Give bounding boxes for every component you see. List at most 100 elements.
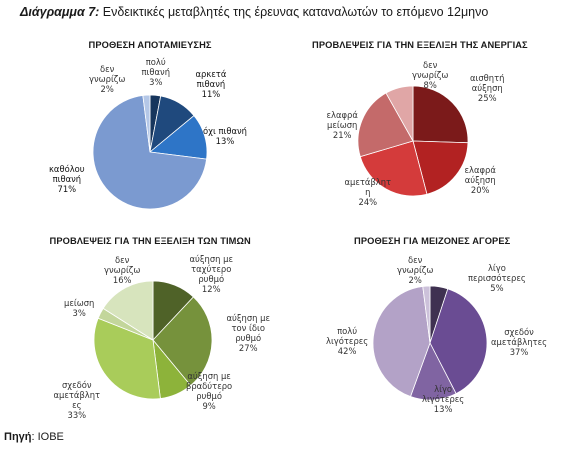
slice-label-line: δεν [100, 64, 115, 74]
slice-label-line: 13% [433, 404, 453, 414]
slice-label-line: ρυθμό [235, 333, 262, 343]
slice-label-line: ταχύτερο [191, 264, 232, 274]
chart-title: ΠΡΟΘΕΣΗ ΓΙΑ ΜΕΙΖΟΝΕΣ ΑΓΟΡΕΣ [354, 236, 511, 246]
slice-label-line: γνωρίζω [89, 74, 126, 84]
pie-slice-σχεδόν-αμετάβλητες [429, 288, 488, 395]
slice-label-line: ελαφρά [326, 110, 358, 120]
slice-label-line: περισσότερες [468, 273, 526, 283]
pie-slice-πολύ-λιγότερες [372, 286, 431, 398]
slice-label-line: 21% [332, 130, 352, 140]
source-text: : ΙΟΒΕ [31, 431, 64, 443]
pie-slice-δεν-γνωρίζω [422, 285, 431, 344]
figure-title-number: Διάγραμμα 7: [20, 5, 100, 19]
pie-slice-καθόλου-πιθανή [92, 95, 207, 210]
slice-label-line: 8% [423, 80, 437, 90]
source-label: Πηγή [4, 431, 32, 443]
slice-label-line: αύξηση [471, 83, 503, 93]
slice-label-line: ρυθμό [198, 274, 225, 284]
pie-slice-ελαφρά-αύξηση [412, 140, 469, 195]
slice-label-line: μείωση [327, 120, 358, 130]
slice-label-αισθητή-αύξηση: αισθητή αύξηση 25% [470, 73, 504, 103]
slice-label-λίγο-περισσότερες: λίγο περισσότερες 5% [468, 263, 526, 293]
pie-slice-δεν-γνωρίζω [102, 280, 154, 341]
slice-label-line: 71% [57, 184, 77, 194]
slice-label-line: 24% [358, 197, 378, 207]
pie-slice-αισθητή-αύξηση [412, 85, 469, 144]
slice-label-αρκετά-πιθανή: αρκετά πιθανή 11% [196, 69, 227, 99]
slice-label-line: 12% [201, 284, 221, 294]
slice-label-line: πολύ [145, 57, 166, 67]
slice-label-line: γνωρίζω [104, 265, 141, 275]
slice-label-line: πιθανή [52, 174, 82, 184]
slice-label-line: αύξηση με [189, 254, 233, 264]
figure-title: Διάγραμμα 7: Ενδεικτικές μεταβλητές της … [20, 5, 550, 19]
slice-label-line: αμετάβλητ [53, 390, 101, 400]
slice-label-όχι-πιθανή: όχι πιθανή 13% [203, 126, 247, 146]
slice-label-αύξηση-με-ταχύτερο-ρυθμό: αύξηση με ταχύτερο ρυθμό 12% [190, 254, 233, 294]
pie-slice-ελαφρά-μείωση [357, 92, 414, 158]
slice-label-δεν-γνωρίζω: δεν γνωρίζω 2% [397, 255, 433, 285]
slice-label-line: 27% [238, 343, 258, 353]
pie-slice-αμετάβλητη [359, 140, 428, 197]
slice-label-line: λίγο [487, 263, 506, 273]
slice-label-line: 20% [470, 185, 490, 195]
slice-label-line: λίγο [434, 384, 453, 394]
slice-label-σχεδόν-αμετάβλητες: σχεδόν αμετάβλητ ες 33% [54, 380, 101, 420]
slice-label-λίγο-λιγότερες: λίγο λιγότερες 13% [422, 384, 464, 414]
slice-label-line: δεν [115, 255, 130, 265]
slice-label-line: ρυθμό [196, 391, 222, 401]
slice-label-line: η [365, 187, 371, 197]
slice-label-line: 9% [202, 401, 216, 411]
slice-label-πολύ-πιθανή: πολύ πιθανή 3% [142, 57, 171, 87]
slice-label-line: σχεδόν [61, 380, 92, 390]
slice-label-line: 3% [72, 308, 86, 318]
slice-label-line: 5% [490, 283, 504, 293]
slice-label-ελαφρά-μείωση: ελαφρά μείωση 21% [327, 110, 358, 140]
slice-label-line: αύξηση με [187, 371, 231, 381]
slice-label-line: 37% [509, 347, 529, 357]
slice-label-line: δεν [408, 255, 423, 265]
slice-label-line: πιθανή [141, 67, 171, 77]
slice-label-line: 13% [215, 136, 235, 146]
slice-label-line: καθόλου [49, 164, 85, 174]
slice-label-line: πιθανή [196, 79, 226, 89]
slice-label-δεν-γνωρίζω: δεν γνωρίζω 2% [89, 64, 125, 94]
slice-label-αύξηση-με-βραδύτερο-ρυθμό: αύξηση με βραδύτερο ρυθμό 9% [186, 371, 232, 411]
slice-label-line: 33% [67, 410, 87, 420]
pie-slice-δεν-γνωρίζω [385, 85, 414, 143]
slice-label-line: 3% [149, 77, 163, 87]
slice-label-line: όχι πιθανή [203, 126, 247, 136]
slice-label-line: τον ίδιο [231, 323, 265, 333]
slice-label-line: αμετάβλητες [491, 337, 548, 347]
slice-label-line: 2% [100, 84, 114, 94]
slice-label-καθόλου-πιθανή: καθόλου πιθανή 71% [49, 164, 85, 194]
slice-label-line: 42% [337, 346, 357, 356]
slice-label-ελαφρά-αύξηση: ελαφρά αύξηση 20% [465, 165, 496, 195]
pie-slice-αύξηση-με-τον-ίδιο-ρυθμό [152, 296, 213, 387]
pie-slice-δεν-γνωρίζω [142, 94, 151, 153]
slice-label-line: αρκετά [195, 69, 227, 79]
slice-label-line: λιγότερες [326, 336, 369, 346]
slice-label-μείωση: μείωση 3% [64, 298, 94, 318]
slice-label-line: μείωση [64, 298, 95, 308]
slice-label-line: ες [72, 400, 82, 410]
slice-label-σχεδόν-αμετάβλητες: σχεδόν αμετάβλητες 37% [491, 327, 547, 357]
pie-slice-σχεδόν-αμετάβλητες [93, 317, 161, 400]
slice-label-line: 16% [112, 275, 132, 285]
slice-label-line: ελαφρά [464, 165, 496, 175]
slice-label-αύξηση-με-τον-ίδιο-ρυθμό: αύξηση με τον ίδιο ρυθμό 27% [227, 313, 270, 353]
slice-label-line: γνωρίζω [397, 265, 434, 275]
slice-label-line: γνωρίζω [412, 70, 449, 80]
slice-label-line: αμετάβλητ [344, 177, 392, 187]
slice-label-line: αύξηση με [226, 313, 270, 323]
slice-label-line: αύξηση [464, 175, 496, 185]
slice-label-line: λιγότερες [422, 394, 465, 404]
slice-label-πολύ-λιγότερες: πολύ λιγότερες 42% [326, 326, 368, 356]
